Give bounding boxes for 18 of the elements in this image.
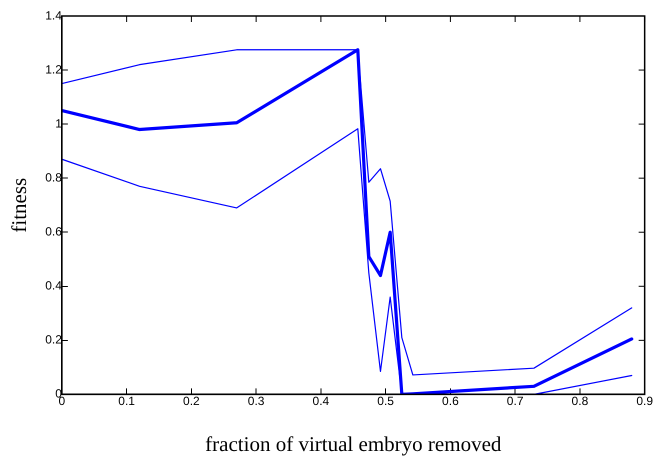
x-tick-label: 0.2	[183, 394, 200, 408]
x-tick-label: 0.1	[118, 394, 136, 408]
x-tick-label: 0.9	[636, 394, 654, 408]
y-tick-label: 1.2	[45, 62, 62, 76]
y-tick-label: 1	[55, 116, 62, 130]
y-tick-label: 0.6	[45, 224, 62, 239]
x-tick-label: 0.3	[248, 394, 265, 408]
x-tick-label: 0.4	[312, 394, 330, 408]
x-axis-title: fraction of virtual embryo removed	[205, 432, 502, 456]
y-tick-label: 0.8	[45, 170, 62, 184]
x-tick-label: 0.5	[377, 394, 394, 408]
y-axis-title: fitness	[7, 178, 32, 233]
x-tick-label: 0.7	[506, 394, 524, 408]
y-tick-label: 1.4	[45, 8, 62, 22]
x-tick-label: 0.6	[442, 394, 460, 408]
y-tick-label: 0.4	[45, 278, 62, 293]
y-tick-label: 0.2	[45, 332, 62, 347]
x-tick-label: 0.8	[572, 394, 589, 408]
